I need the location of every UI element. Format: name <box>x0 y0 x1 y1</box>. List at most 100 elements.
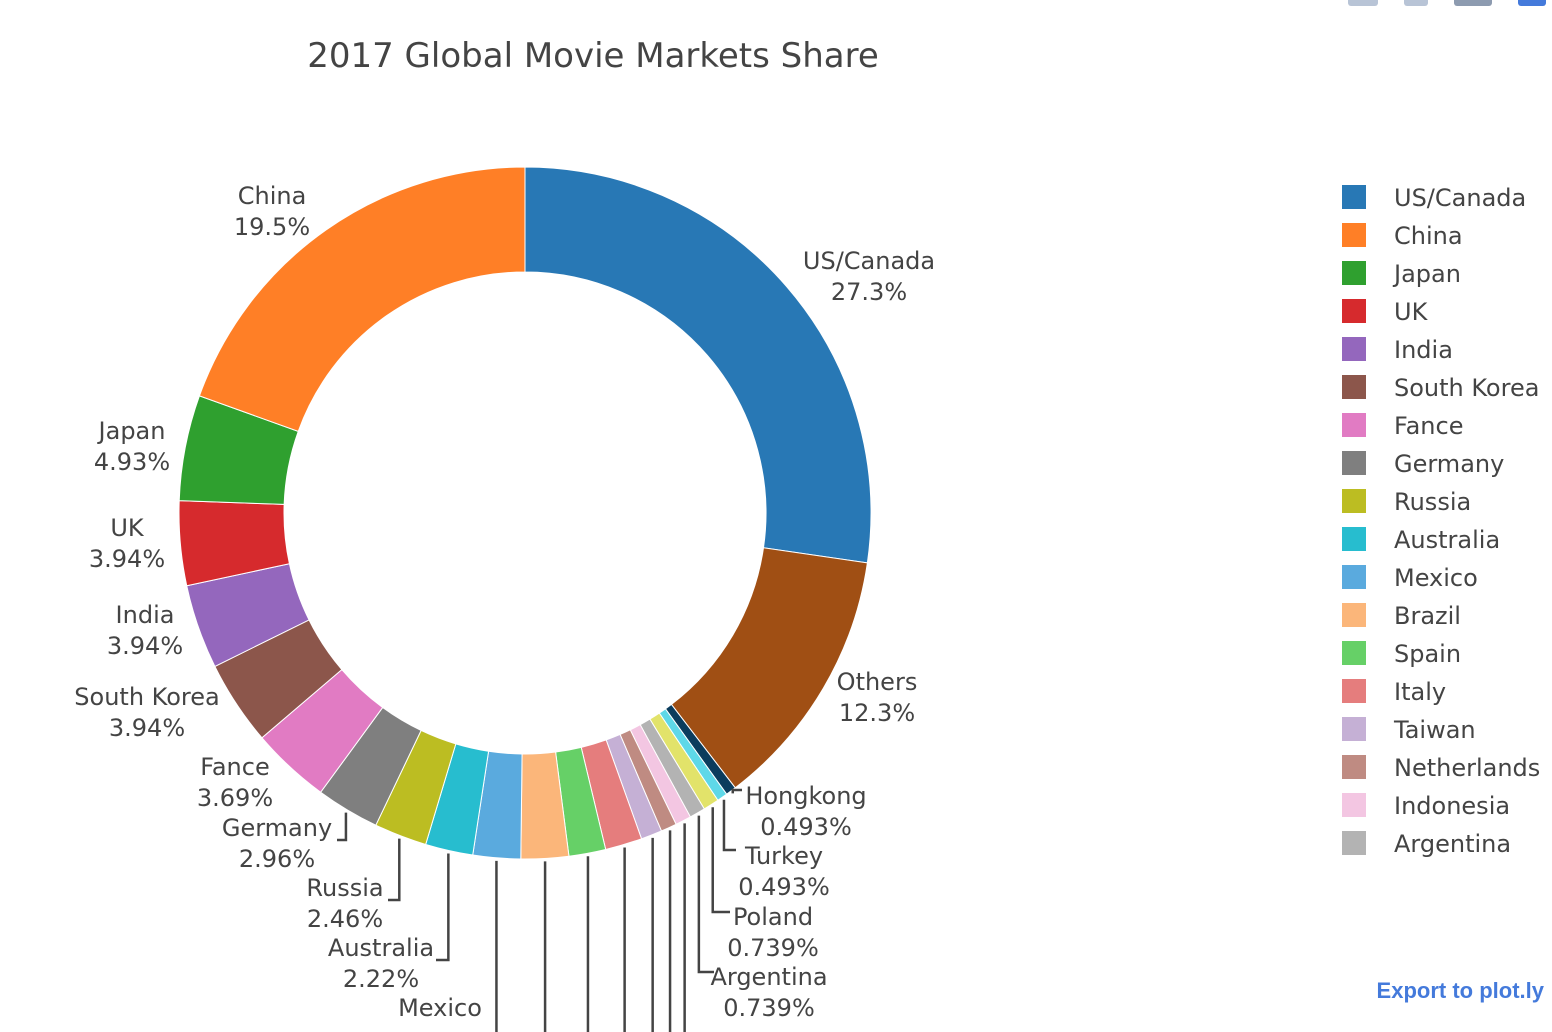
slice-label-india: India <box>116 601 175 629</box>
slice-value-south-korea: 3.94% <box>109 714 185 742</box>
legend-swatch <box>1342 603 1366 627</box>
legend-swatch <box>1342 337 1366 361</box>
slice-label-south-korea: South Korea <box>74 683 219 711</box>
slice-label-japan: Japan <box>97 417 166 445</box>
legend-swatch <box>1342 565 1366 589</box>
legend-item-taiwan[interactable]: Taiwan <box>1342 716 1476 744</box>
legend-item-brazil[interactable]: Brazil <box>1342 602 1461 630</box>
leader-australia <box>436 853 450 962</box>
legend-item-germany[interactable]: Germany <box>1342 450 1504 478</box>
slice-value-japan: 4.93% <box>94 448 170 476</box>
slice-label-argentina: Argentina <box>710 963 827 991</box>
legend-label: Australia <box>1394 526 1500 554</box>
legend-item-australia[interactable]: Australia <box>1342 526 1500 554</box>
legend-label: US/Canada <box>1394 184 1526 212</box>
slice-value-argentina: 0.739% <box>723 994 815 1022</box>
slice-label-others: Others <box>837 668 918 696</box>
legend-item-spain[interactable]: Spain <box>1342 640 1461 668</box>
legend-label: Taiwan <box>1393 716 1476 744</box>
slice-value-uk: 3.94% <box>89 545 165 573</box>
slice-china[interactable] <box>198 166 526 433</box>
slice-label-us-canada: US/Canada <box>803 247 935 275</box>
slice-label-hongkong: Hongkong <box>745 782 866 810</box>
legend: US/Canada China Japan UK India South Korea Fan… <box>1342 184 1540 858</box>
legend-item-fance[interactable]: Fance <box>1342 412 1463 440</box>
slice-label-poland: Poland <box>733 903 813 931</box>
legend-swatch <box>1342 527 1366 551</box>
slice-label-germany: Germany <box>222 814 332 842</box>
legend-swatch <box>1342 831 1366 855</box>
slice-value-poland: 0.739% <box>727 934 819 962</box>
leader-hongkong <box>731 788 742 794</box>
legend-swatch <box>1342 413 1366 437</box>
legend-item-argentina[interactable]: Argentina <box>1342 830 1511 858</box>
legend-label: Spain <box>1394 640 1461 668</box>
legend-label: Mexico <box>1394 564 1478 592</box>
slice-label-china: China <box>238 182 307 210</box>
leader-poland <box>711 807 730 914</box>
camera-icon[interactable] <box>1348 0 1378 6</box>
legend-label: India <box>1394 336 1453 364</box>
legend-item-japan[interactable]: Japan <box>1342 260 1461 288</box>
plotly-logo-icon[interactable] <box>1518 0 1546 6</box>
slice-value-us-canada: 27.3% <box>831 278 907 306</box>
legend-item-south-korea[interactable]: South Korea <box>1342 374 1539 402</box>
legend-label: China <box>1394 222 1463 250</box>
save-icon[interactable] <box>1404 0 1428 6</box>
leader-turkey <box>722 799 736 852</box>
slice-value-australia: 2.22% <box>343 965 419 993</box>
slice-value-india: 3.94% <box>107 632 183 660</box>
legend-item-china[interactable]: China <box>1342 222 1463 250</box>
legend-label: Brazil <box>1394 602 1461 630</box>
legend-swatch <box>1342 489 1366 513</box>
legend-swatch <box>1342 717 1366 741</box>
legend-swatch <box>1342 261 1366 285</box>
legend-label: South Korea <box>1394 374 1539 402</box>
slice-value-russia: 2.46% <box>307 905 383 933</box>
legend-swatch <box>1342 793 1366 817</box>
legend-item-indonesia[interactable]: Indonesia <box>1342 792 1510 820</box>
slice-label-mexico: Mexico <box>398 994 482 1022</box>
slice-value-hongkong: 0.493% <box>760 813 852 841</box>
legend-label: Japan <box>1392 260 1461 288</box>
slice-label-fance: Fance <box>200 753 269 781</box>
legend-label: Fance <box>1394 412 1463 440</box>
slice-label-russia: Russia <box>306 874 383 902</box>
legend-swatch <box>1342 451 1366 475</box>
slice-value-germany: 2.96% <box>239 845 315 873</box>
legend-swatch <box>1342 755 1366 779</box>
export-to-plotly-link[interactable]: Export to plot.ly <box>1376 978 1544 1003</box>
legend-label: Italy <box>1394 678 1446 706</box>
slice-value-others: 12.3% <box>839 699 915 727</box>
leader-argentina <box>697 815 714 974</box>
legend-label: Netherlands <box>1394 754 1540 782</box>
legend-swatch <box>1342 375 1366 399</box>
legend-label: UK <box>1394 298 1429 326</box>
legend-swatch <box>1342 299 1366 323</box>
slice-value-china: 19.5% <box>234 213 310 241</box>
pie-slices <box>178 166 872 860</box>
slice-value-fance: 3.69% <box>197 784 273 812</box>
legend-item-mexico[interactable]: Mexico <box>1342 564 1478 592</box>
legend-item-netherlands[interactable]: Netherlands <box>1342 754 1540 782</box>
legend-item-russia[interactable]: Russia <box>1342 488 1471 516</box>
chart-title: 2017 Global Movie Markets Share <box>307 36 879 76</box>
slice-label-australia: Australia <box>328 934 434 962</box>
leader-russia <box>388 838 401 902</box>
legend-swatch <box>1342 641 1366 665</box>
legend-label: Russia <box>1394 488 1471 516</box>
slice-label-uk: UK <box>110 514 145 542</box>
slice-label-turkey: Turkey <box>744 842 823 870</box>
slice-us-canada[interactable] <box>524 166 872 564</box>
legend-item-italy[interactable]: Italy <box>1342 678 1446 706</box>
slice-labels: US/Canada 27.3% Others 12.3% Hongkong 0.493%T… <box>74 182 935 1022</box>
legend-item-us-canada[interactable]: US/Canada <box>1342 184 1526 212</box>
leader-germany <box>337 812 348 842</box>
legend-swatch <box>1342 223 1366 247</box>
modebar <box>1348 0 1546 6</box>
zoom-icon[interactable] <box>1454 0 1492 6</box>
legend-item-india[interactable]: India <box>1342 336 1453 364</box>
label-leader-lines <box>337 788 742 1032</box>
legend-item-uk[interactable]: UK <box>1342 298 1429 326</box>
